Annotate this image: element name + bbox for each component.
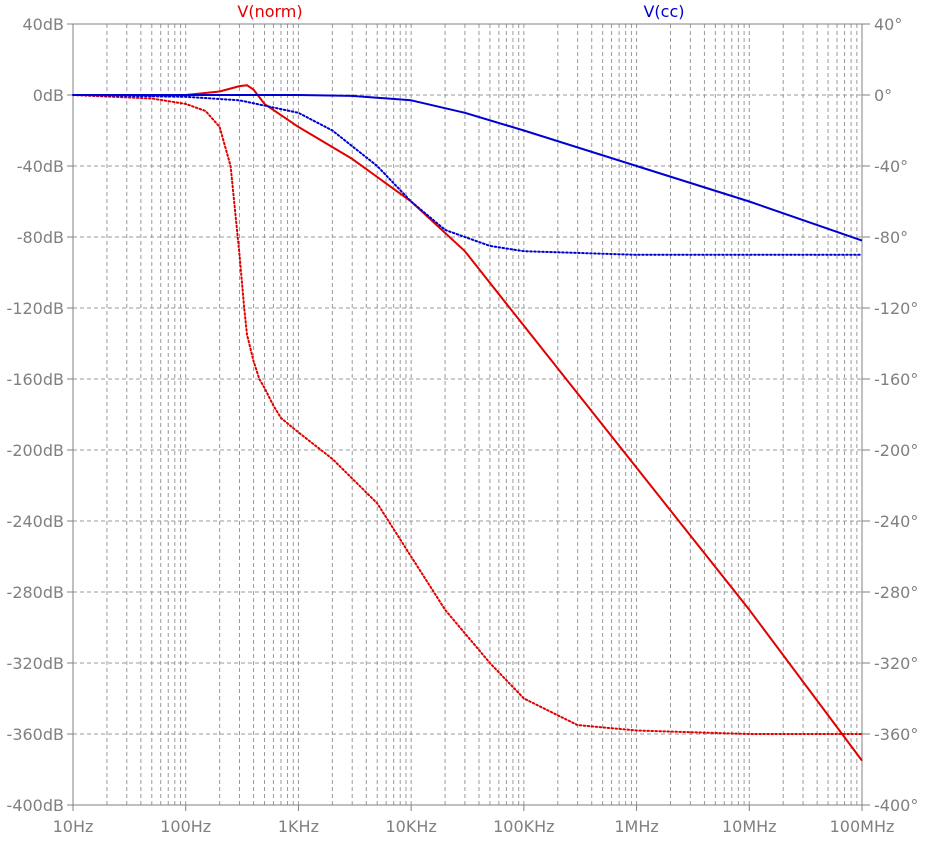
plot-frame xyxy=(72,23,863,806)
grid xyxy=(73,24,862,805)
series-v-norm-phase xyxy=(72,94,863,735)
legend: V(norm) V(cc) xyxy=(237,2,684,21)
y-left-tick-label: -80dB xyxy=(17,228,64,247)
legend-v-norm: V(norm) xyxy=(237,2,302,21)
y-right-tick-label: -160° xyxy=(874,370,918,389)
y-left-tick-label: -160dB xyxy=(7,370,64,389)
x-tick-label: 100KHz xyxy=(493,817,554,836)
y-left-tick-label: -360dB xyxy=(7,725,64,744)
y-left-tick-label: -240dB xyxy=(7,512,64,531)
x-tick-label: 10MHz xyxy=(722,817,777,836)
y-right-tick-label: -320° xyxy=(874,654,918,673)
x-tick-label: 1KHz xyxy=(278,817,319,836)
y-right-tick-label: -80° xyxy=(874,228,908,247)
x-tick-label: 10Hz xyxy=(53,817,94,836)
y-left-tick-label: -320dB xyxy=(7,654,64,673)
series-v-norm-magnitude xyxy=(73,84,863,762)
y-left-tick-label: -120dB xyxy=(7,299,64,318)
y-left-tick-label: -400dB xyxy=(7,796,64,815)
y-right-tick-label: 40° xyxy=(874,15,902,34)
x-tick-label: 10KHz xyxy=(386,817,437,836)
y-right-tick-label: -400° xyxy=(874,796,918,815)
y-right-tick-label: -280° xyxy=(874,583,918,602)
series-v-cc-phase xyxy=(72,94,863,256)
y-left-tick-label: 40dB xyxy=(23,15,65,34)
y-right-tick-label: -200° xyxy=(874,441,918,460)
y-right-tick-label: -360° xyxy=(874,725,918,744)
y-left-tick-label: 0dB xyxy=(33,86,64,105)
y-left-tick-label: -280dB xyxy=(7,583,64,602)
y-right-tick-label: -40° xyxy=(874,157,908,176)
y-left-tick-label: -40dB xyxy=(17,157,64,176)
legend-v-cc: V(cc) xyxy=(643,2,684,21)
y-left-tick-label: -200dB xyxy=(7,441,64,460)
x-tick-label: 100MHz xyxy=(830,817,895,836)
y-right-tick-label: -120° xyxy=(874,299,918,318)
y-right-tick-label: -240° xyxy=(874,512,918,531)
y-right-tick-label: 0° xyxy=(874,86,892,105)
series xyxy=(72,84,863,762)
x-tick-label: 1MHz xyxy=(614,817,658,836)
axes: 40dB 0dB -40dB -80dB -120dB -160dB -200dB -240d… xyxy=(7,15,919,836)
series-v-cc-magnitude xyxy=(73,94,863,242)
x-tick-label: 100Hz xyxy=(160,817,211,836)
